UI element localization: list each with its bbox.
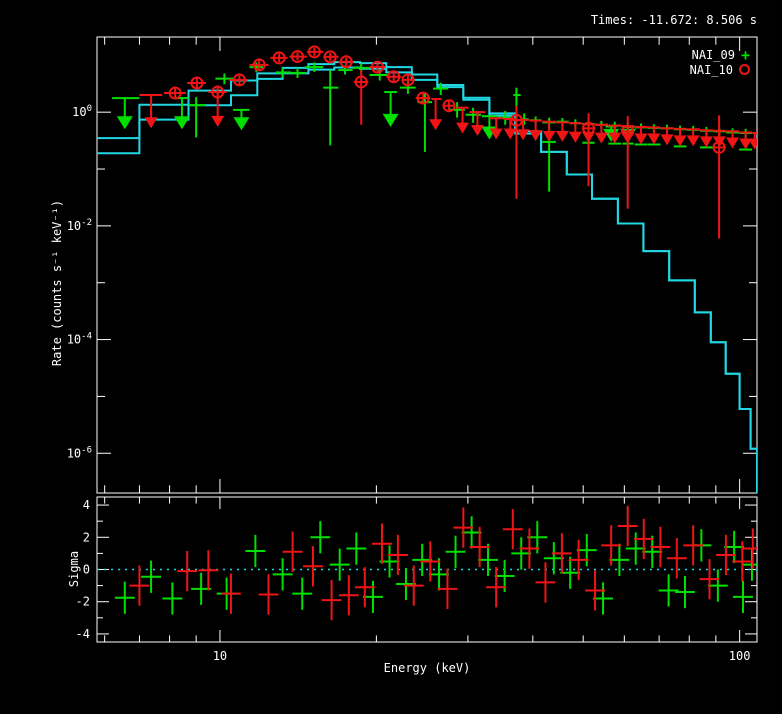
nai10-upper-limits <box>139 91 757 150</box>
nai09-upper-limits <box>112 91 637 142</box>
legend: NAI_09 + NAI_10 <box>690 47 750 77</box>
y-tick-label: 10-2 <box>67 218 92 233</box>
circle-marker-icon <box>739 64 750 75</box>
sigma-tick-label: -2 <box>76 595 90 609</box>
nai09-data <box>188 62 753 192</box>
plus-marker-icon: + <box>740 45 750 64</box>
legend-item-nai10: NAI_10 <box>690 62 750 77</box>
y-axis-label-rate: Rate (counts s⁻¹ keV⁻¹) <box>50 199 64 367</box>
sigma-tick-label: -4 <box>76 627 90 641</box>
y-tick-label: 10-6 <box>67 445 92 460</box>
legend-item-nai09: NAI_09 + <box>690 47 750 62</box>
y-tick-label: 100 <box>72 104 92 119</box>
legend-label-nai10: NAI_10 <box>689 62 733 77</box>
sigma-tick-label: 4 <box>83 498 90 512</box>
sigma-residuals-nai10 <box>129 505 757 621</box>
tick-labels: 10 100 100 10-2 10-4 10-6 -4 -2 0 2 4 <box>67 104 751 663</box>
axes <box>96 36 758 643</box>
x-axis-label: Energy (keV) <box>383 661 471 675</box>
y-axis-label-sigma: Sigma <box>67 550 81 588</box>
sigma-tick-label: 2 <box>83 530 90 544</box>
legend-label-nai09: NAI_09 <box>691 47 735 62</box>
time-interval-title: Times: -11.672: 8.506 s <box>590 13 757 27</box>
y-tick-label: 10-4 <box>67 332 92 347</box>
sigma-tick-label: 0 <box>83 563 90 577</box>
x-tick-label: 100 <box>729 649 751 663</box>
sigma-residuals-nai09 <box>114 516 757 615</box>
x-tick-label: 10 <box>213 649 227 663</box>
